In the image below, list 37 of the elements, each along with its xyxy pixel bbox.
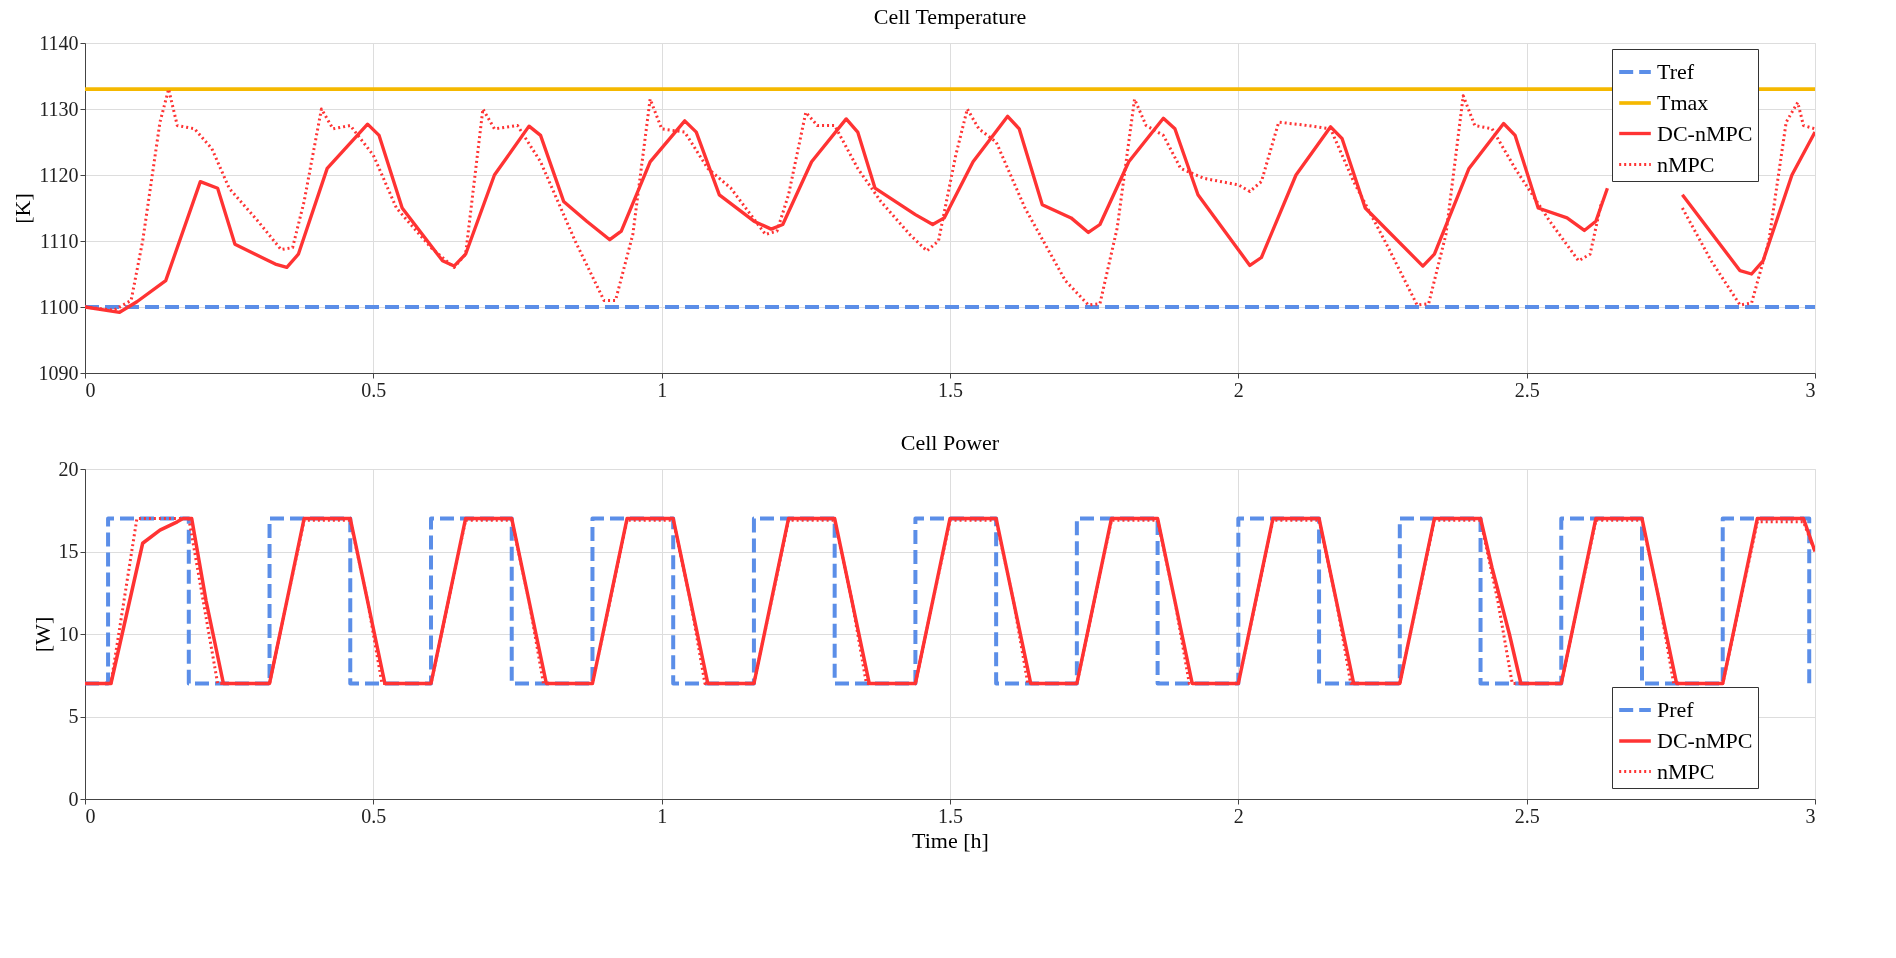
legend-label: Tmax (1657, 90, 1709, 115)
x-tick-label: 1.5 (938, 804, 963, 827)
y-tick-label: 20 (58, 457, 79, 480)
y-tick-label: 1110 (39, 229, 79, 252)
legend-label: Tref (1657, 59, 1695, 84)
x-tick-label: 0.5 (361, 804, 387, 827)
x-tick-label: 1 (657, 378, 668, 401)
y-tick-label: 0 (68, 787, 79, 810)
x-tick-label: 0 (85, 804, 96, 827)
x-tick-label: 1.5 (938, 378, 963, 401)
x-tick-label: 2.5 (1514, 378, 1540, 401)
legend-label: nMPC (1657, 758, 1715, 784)
chart-title: Cell Temperature (873, 4, 1027, 29)
x-axis-title: Time [h] (912, 827, 989, 853)
y-tick-label: 1100 (39, 295, 79, 318)
y-tick-label: 1130 (39, 97, 79, 120)
legend-label: DC-nMPC (1657, 728, 1753, 753)
x-tick-label: 1 (657, 804, 668, 827)
y-tick-label: 15 (58, 540, 79, 562)
x-tick-label: 3 (1805, 378, 1816, 401)
y-tick-label: 5 (68, 705, 79, 727)
y-axis-title: [W] (29, 616, 55, 653)
legend-label: Pref (1657, 697, 1695, 722)
x-tick-label: 0 (85, 378, 96, 401)
y-tick-label: 10 (58, 622, 79, 645)
x-tick-label: 2 (1233, 804, 1244, 827)
y-axis-title: [K] (9, 193, 35, 224)
x-tick-label: 0.5 (361, 378, 387, 401)
y-tick-label: 1120 (39, 163, 79, 186)
x-tick-label: 2.5 (1514, 804, 1540, 827)
x-tick-label: 3 (1805, 804, 1816, 827)
x-tick-label: 2 (1233, 378, 1244, 401)
y-tick-label: 1140 (39, 31, 79, 54)
legend-label: DC-nMPC (1657, 120, 1753, 146)
legend-label: nMPC (1657, 151, 1715, 177)
chart-title: Cell Power (900, 430, 1000, 455)
y-tick-label: 1090 (38, 361, 79, 384)
